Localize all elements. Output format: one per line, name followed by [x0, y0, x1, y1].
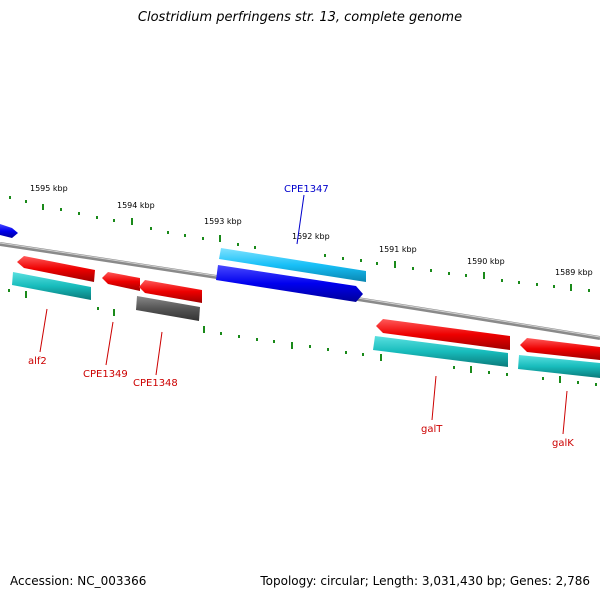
inner-tick-track: [8, 289, 597, 386]
tick-mark: [488, 371, 490, 374]
tick-label: 1594 kbp: [117, 201, 155, 210]
forward-strand-features: [0, 224, 366, 302]
tick-mark: [256, 338, 258, 341]
tick-mark: [376, 262, 378, 265]
tick-mark: [483, 272, 485, 279]
cpe1348-gene-arrow[interactable]: [139, 280, 202, 303]
tick-mark: [113, 219, 115, 222]
cpe1348-pseudo-bar[interactable]: [136, 296, 200, 321]
galk-gene-arrow[interactable]: [520, 338, 600, 360]
gene-label-cpe1348[interactable]: CPE1348: [133, 378, 178, 389]
tick-mark: [577, 381, 579, 384]
tick-mark: [60, 208, 62, 211]
tick-mark: [327, 348, 329, 351]
tick-mark: [595, 383, 597, 386]
tick-mark: [559, 376, 561, 383]
gene-label-galt[interactable]: galT: [421, 424, 443, 435]
tick-mark: [448, 272, 450, 275]
cpe1349-gene-arrow[interactable]: [102, 272, 140, 291]
genome-summary-text: Topology: circular; Length: 3,031,430 bp…: [260, 574, 590, 588]
galk-cds-bar[interactable]: [518, 355, 600, 378]
accession-text: Accession: NC_003366: [10, 574, 147, 588]
tick-mark: [25, 200, 27, 203]
cpe1348-leader: [155, 331, 163, 376]
tick-mark: [536, 283, 538, 286]
tick-mark: [203, 326, 205, 333]
tick-labels: 1595 kbp 1594 kbp 1593 kbp 1592 kbp 1591…: [30, 184, 593, 277]
alf2-leader: [39, 308, 48, 353]
tick-mark: [553, 285, 555, 288]
tick-mark: [8, 289, 10, 292]
cpe1347-cds-bar[interactable]: [219, 248, 366, 282]
tick-mark: [430, 269, 432, 272]
map-title: Clostridium perfringens str. 13, complet…: [137, 10, 463, 25]
outer-tick-track: [9, 196, 590, 292]
tick-mark: [394, 261, 396, 268]
gene-label-cpe1349[interactable]: CPE1349: [83, 369, 128, 380]
tick-mark: [380, 354, 382, 361]
tick-mark: [412, 267, 414, 270]
tick-mark: [131, 218, 133, 225]
tick-mark: [25, 291, 27, 298]
tick-mark: [113, 309, 115, 316]
tick-mark: [309, 345, 311, 348]
tick-label: 1593 kbp: [204, 217, 242, 226]
tick-mark: [9, 196, 11, 199]
tick-mark: [588, 289, 590, 292]
cpe1347-gene-arrow[interactable]: [216, 265, 363, 302]
tick-label: 1591 kbp: [379, 245, 417, 254]
gene-label-alf2[interactable]: alf2: [28, 356, 47, 367]
tick-mark: [542, 377, 544, 380]
galk-leader: [562, 390, 568, 435]
tick-mark: [342, 257, 344, 260]
galt-leader: [431, 375, 437, 421]
tick-mark: [96, 216, 98, 219]
tick-mark: [273, 340, 275, 343]
tick-mark: [345, 351, 347, 354]
tick-mark: [291, 342, 293, 349]
reverse-strand-features: [12, 256, 600, 378]
tick-mark: [362, 353, 364, 356]
tick-mark: [97, 307, 99, 310]
tick-mark: [167, 231, 169, 234]
tick-mark: [150, 227, 152, 230]
tick-label: 1589 kbp: [555, 268, 593, 277]
gene-label-cpe1347[interactable]: CPE1347: [284, 184, 329, 195]
tick-label: 1595 kbp: [30, 184, 68, 193]
tick-label: 1590 kbp: [467, 257, 505, 266]
alf2-cds-bar[interactable]: [12, 272, 91, 300]
tick-mark: [324, 254, 326, 257]
galt-gene-arrow[interactable]: [376, 319, 510, 350]
label-leaders: [39, 194, 568, 435]
gene-label-galk[interactable]: galK: [552, 438, 574, 449]
tick-mark: [470, 366, 472, 373]
tick-mark: [506, 373, 508, 376]
tick-mark: [78, 212, 80, 215]
tick-mark: [254, 246, 256, 249]
gene-labels: CPE1347 alf2 CPE1349 CPE1348 galT galK: [28, 184, 574, 449]
cpe1349-leader: [105, 321, 114, 366]
tick-mark: [570, 284, 572, 291]
gene-arrow[interactable]: [0, 224, 18, 238]
tick-mark: [518, 281, 520, 284]
tick-mark: [238, 335, 240, 338]
tick-mark: [465, 274, 467, 277]
tick-mark: [202, 237, 204, 240]
tick-mark: [42, 204, 44, 210]
tick-label: 1592 kbp: [292, 232, 330, 241]
tick-mark: [219, 235, 221, 242]
tick-mark: [220, 332, 222, 335]
tick-mark: [501, 279, 503, 282]
tick-mark: [184, 234, 186, 237]
tick-mark: [360, 259, 362, 262]
tick-mark: [237, 243, 239, 246]
galt-cds-bar[interactable]: [373, 336, 508, 367]
cpe1347-leader: [296, 194, 305, 245]
tick-mark: [453, 366, 455, 369]
alf2-gene-arrow[interactable]: [17, 256, 95, 282]
